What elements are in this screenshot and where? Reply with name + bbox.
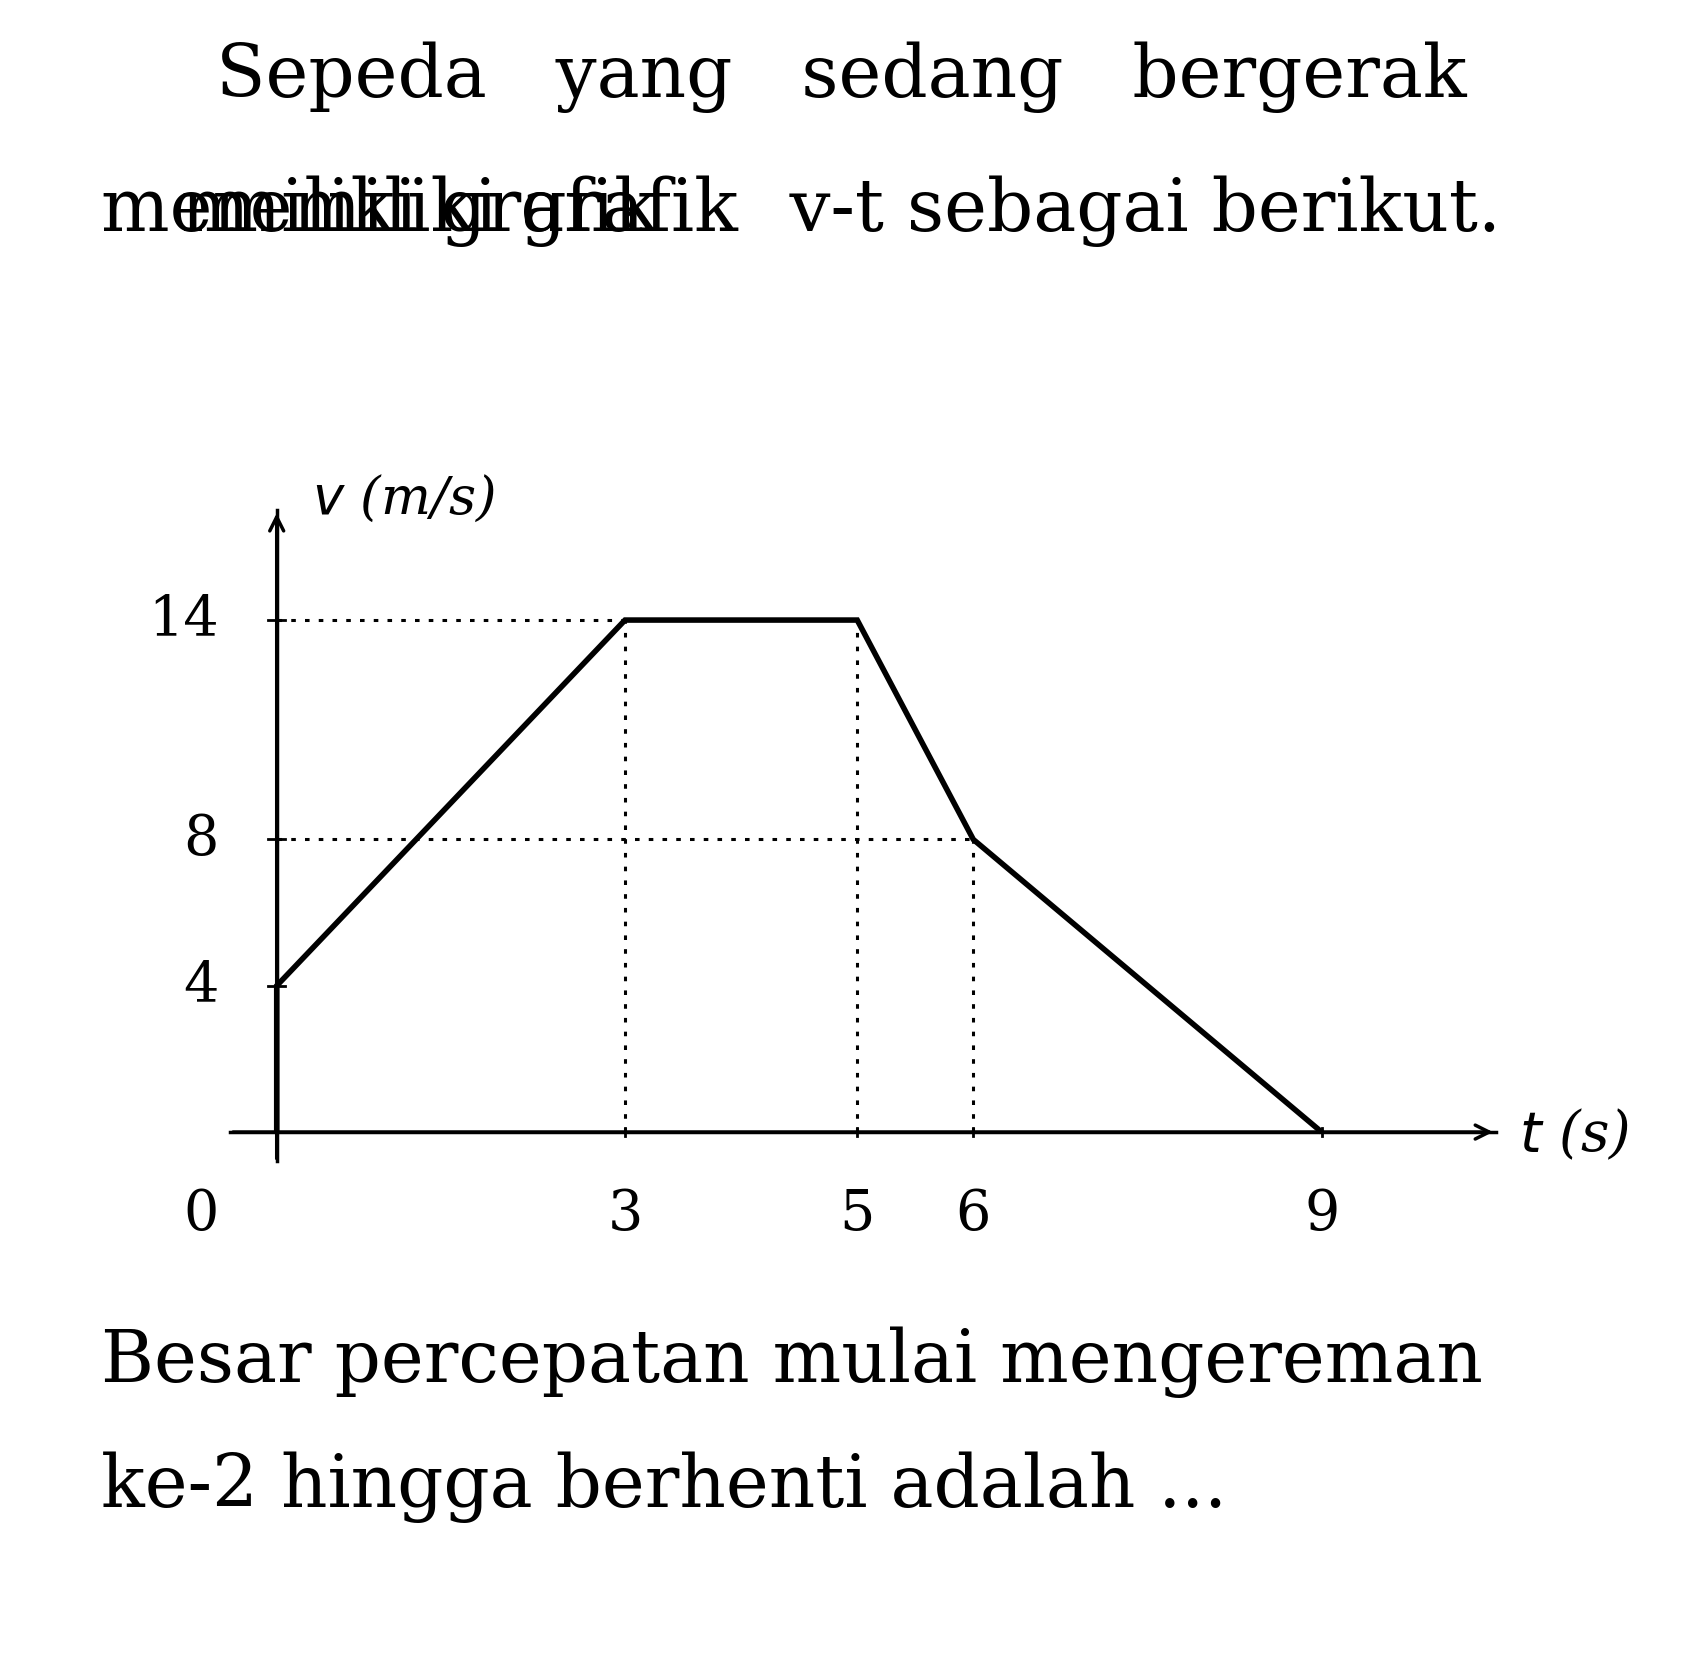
Text: 9: 9 [1304, 1188, 1339, 1241]
Text: $v$ (m/s): $v$ (m/s) [311, 474, 495, 525]
Text: 0: 0 [183, 1188, 219, 1241]
Text: Sepeda   yang   sedang   bergerak: Sepeda yang sedang bergerak [215, 42, 1467, 113]
Text: 4: 4 [183, 959, 219, 1012]
Text: memiliki grafik   v-t sebagai berikut.: memiliki grafik v-t sebagai berikut. [182, 175, 1500, 247]
Text: 6: 6 [955, 1188, 991, 1241]
Text: 3: 3 [607, 1188, 643, 1241]
Text: memiliki grafik: memiliki grafik [101, 175, 681, 247]
Text: 14: 14 [148, 592, 219, 647]
Text: 5: 5 [839, 1188, 875, 1241]
Text: 8: 8 [183, 812, 219, 867]
Text: $t$ (s): $t$ (s) [1519, 1108, 1630, 1164]
Text: ke-2 hingga berhenti adalah ...: ke-2 hingga berhenti adalah ... [101, 1451, 1226, 1523]
Text: Besar percepatan mulai mengereman: Besar percepatan mulai mengereman [101, 1326, 1484, 1398]
